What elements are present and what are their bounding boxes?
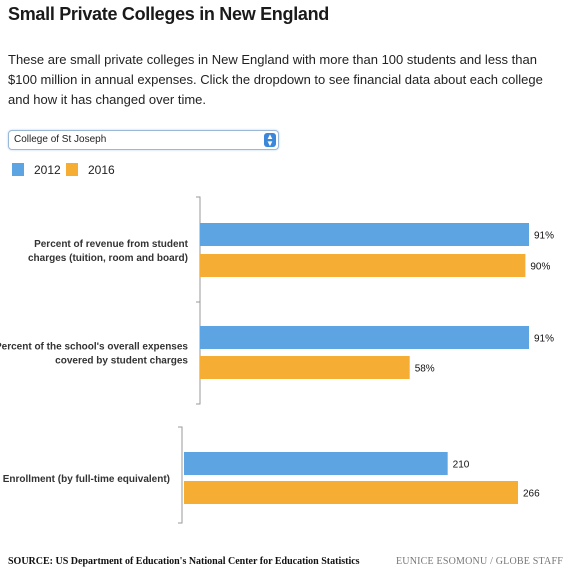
data-label: 91% (534, 231, 554, 242)
legend-label-2016: 2016 (88, 163, 115, 177)
bar-2016 (200, 254, 526, 277)
bar-2016 (200, 356, 410, 379)
category-label: covered by student charges (55, 356, 188, 367)
data-label: 266 (523, 489, 540, 500)
college-select-value: College of St Joseph (14, 134, 107, 145)
legend-swatch-2012 (12, 163, 24, 176)
college-select-dropdown[interactable]: College of St Joseph ▲ ▼ (8, 130, 279, 150)
group-axis-bracket (196, 196, 201, 303)
source-note: SOURCE: US Department of Education's Nat… (8, 556, 360, 567)
data-label: 58% (415, 364, 435, 375)
category-label: charges (tuition, room and board) (28, 253, 188, 264)
page-description: These are small private colleges in New … (8, 52, 543, 107)
data-label: 90% (530, 262, 550, 273)
bar-2012 (200, 223, 529, 246)
bar-2012 (184, 452, 448, 475)
group-axis-bracket (196, 301, 201, 405)
credit-note: EUNICE ESOMONU / GLOBE STAFF (395, 556, 563, 567)
category-label: Percent of the school's overall expenses (0, 342, 188, 353)
data-label: 210 (453, 460, 470, 471)
legend-swatch-2016 (66, 163, 78, 176)
group-axis-bracket (178, 426, 183, 524)
legend-label-2012: 2012 (34, 163, 61, 177)
data-label: 91% (534, 334, 554, 345)
bar-2012 (200, 326, 529, 349)
category-label: Percent of revenue from student (34, 239, 189, 250)
page-title: Small Private Colleges in New England (8, 4, 329, 24)
category-label: Enrollment (by full-time equivalent) (3, 474, 170, 485)
bar-2016 (184, 481, 518, 504)
chevron-updown-icon[interactable]: ▲ ▼ (264, 133, 276, 148)
